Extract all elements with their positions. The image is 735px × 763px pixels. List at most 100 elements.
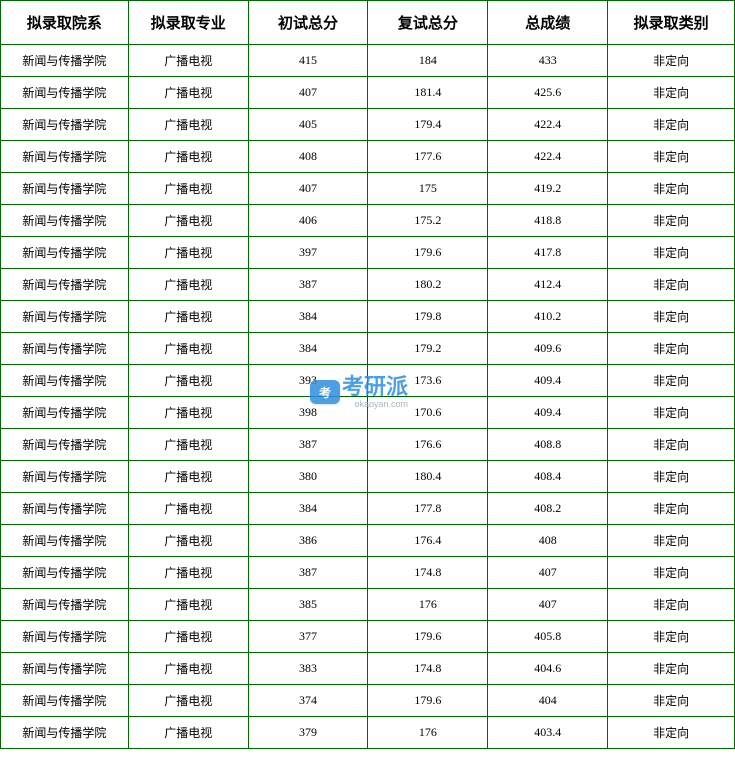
cell: 386 <box>248 525 368 557</box>
cell: 408 <box>488 525 608 557</box>
cell: 393 <box>248 365 368 397</box>
cell: 新闻与传播学院 <box>1 493 129 525</box>
cell: 384 <box>248 493 368 525</box>
cell: 377 <box>248 621 368 653</box>
table-row: 新闻与传播学院广播电视386176.4408非定向 <box>1 525 735 557</box>
cell: 非定向 <box>608 365 735 397</box>
cell: 179.6 <box>368 237 488 269</box>
col-header-total-score: 总成绩 <box>488 1 608 45</box>
table-row: 新闻与传播学院广播电视385176407非定向 <box>1 589 735 621</box>
cell: 新闻与传播学院 <box>1 269 129 301</box>
cell: 非定向 <box>608 717 735 749</box>
admission-table-container: 拟录取院系 拟录取专业 初试总分 复试总分 总成绩 拟录取类别 新闻与传播学院广… <box>0 0 735 749</box>
cell: 非定向 <box>608 45 735 77</box>
cell: 非定向 <box>608 173 735 205</box>
cell: 广播电视 <box>128 301 248 333</box>
cell: 广播电视 <box>128 365 248 397</box>
table-row: 新闻与传播学院广播电视393173.6409.4非定向 <box>1 365 735 397</box>
cell: 174.8 <box>368 557 488 589</box>
cell: 176.6 <box>368 429 488 461</box>
table-row: 新闻与传播学院广播电视398170.6409.4非定向 <box>1 397 735 429</box>
cell: 非定向 <box>608 621 735 653</box>
cell: 广播电视 <box>128 397 248 429</box>
col-header-department: 拟录取院系 <box>1 1 129 45</box>
cell: 新闻与传播学院 <box>1 397 129 429</box>
cell: 新闻与传播学院 <box>1 45 129 77</box>
table-row: 新闻与传播学院广播电视407175419.2非定向 <box>1 173 735 205</box>
cell: 412.4 <box>488 269 608 301</box>
cell: 非定向 <box>608 685 735 717</box>
cell: 非定向 <box>608 557 735 589</box>
table-row: 新闻与传播学院广播电视397179.6417.8非定向 <box>1 237 735 269</box>
cell: 181.4 <box>368 77 488 109</box>
cell: 387 <box>248 429 368 461</box>
table-row: 新闻与传播学院广播电视405179.4422.4非定向 <box>1 109 735 141</box>
cell: 新闻与传播学院 <box>1 301 129 333</box>
cell: 179.6 <box>368 685 488 717</box>
table-row: 新闻与传播学院广播电视387180.2412.4非定向 <box>1 269 735 301</box>
cell: 180.2 <box>368 269 488 301</box>
cell: 179.4 <box>368 109 488 141</box>
cell: 433 <box>488 45 608 77</box>
cell: 新闻与传播学院 <box>1 237 129 269</box>
table-row: 新闻与传播学院广播电视377179.6405.8非定向 <box>1 621 735 653</box>
cell: 新闻与传播学院 <box>1 173 129 205</box>
cell: 176 <box>368 589 488 621</box>
col-header-reexam-score: 复试总分 <box>368 1 488 45</box>
cell: 非定向 <box>608 493 735 525</box>
cell: 新闻与传播学院 <box>1 525 129 557</box>
table-row: 新闻与传播学院广播电视406175.2418.8非定向 <box>1 205 735 237</box>
col-header-preliminary-score: 初试总分 <box>248 1 368 45</box>
cell: 新闻与传播学院 <box>1 109 129 141</box>
table-row: 新闻与传播学院广播电视387176.6408.8非定向 <box>1 429 735 461</box>
cell: 非定向 <box>608 77 735 109</box>
cell: 广播电视 <box>128 77 248 109</box>
cell: 广播电视 <box>128 717 248 749</box>
cell: 408.8 <box>488 429 608 461</box>
cell: 177.8 <box>368 493 488 525</box>
cell: 419.2 <box>488 173 608 205</box>
cell: 新闻与传播学院 <box>1 429 129 461</box>
cell: 新闻与传播学院 <box>1 141 129 173</box>
cell: 408.4 <box>488 461 608 493</box>
cell: 406 <box>248 205 368 237</box>
cell: 新闻与传播学院 <box>1 77 129 109</box>
cell: 广播电视 <box>128 493 248 525</box>
cell: 422.4 <box>488 109 608 141</box>
cell: 173.6 <box>368 365 488 397</box>
cell: 175 <box>368 173 488 205</box>
cell: 广播电视 <box>128 653 248 685</box>
cell: 非定向 <box>608 109 735 141</box>
cell: 409.4 <box>488 397 608 429</box>
table-header: 拟录取院系 拟录取专业 初试总分 复试总分 总成绩 拟录取类别 <box>1 1 735 45</box>
cell: 广播电视 <box>128 589 248 621</box>
cell: 非定向 <box>608 429 735 461</box>
cell: 176.4 <box>368 525 488 557</box>
cell: 380 <box>248 461 368 493</box>
cell: 175.2 <box>368 205 488 237</box>
table-row: 新闻与传播学院广播电视415184433非定向 <box>1 45 735 77</box>
cell: 广播电视 <box>128 461 248 493</box>
cell: 180.4 <box>368 461 488 493</box>
cell: 384 <box>248 301 368 333</box>
cell: 179.2 <box>368 333 488 365</box>
cell: 407 <box>248 77 368 109</box>
cell: 407 <box>488 557 608 589</box>
cell: 广播电视 <box>128 621 248 653</box>
cell: 非定向 <box>608 333 735 365</box>
cell: 407 <box>488 589 608 621</box>
cell: 387 <box>248 269 368 301</box>
cell: 新闻与传播学院 <box>1 333 129 365</box>
col-header-admission-type: 拟录取类别 <box>608 1 735 45</box>
cell: 非定向 <box>608 461 735 493</box>
cell: 407 <box>248 173 368 205</box>
cell: 176 <box>368 717 488 749</box>
cell: 408.2 <box>488 493 608 525</box>
cell: 广播电视 <box>128 269 248 301</box>
cell: 384 <box>248 333 368 365</box>
cell: 广播电视 <box>128 173 248 205</box>
cell: 418.8 <box>488 205 608 237</box>
cell: 170.6 <box>368 397 488 429</box>
table-body: 新闻与传播学院广播电视415184433非定向新闻与传播学院广播电视407181… <box>1 45 735 749</box>
col-header-major: 拟录取专业 <box>128 1 248 45</box>
